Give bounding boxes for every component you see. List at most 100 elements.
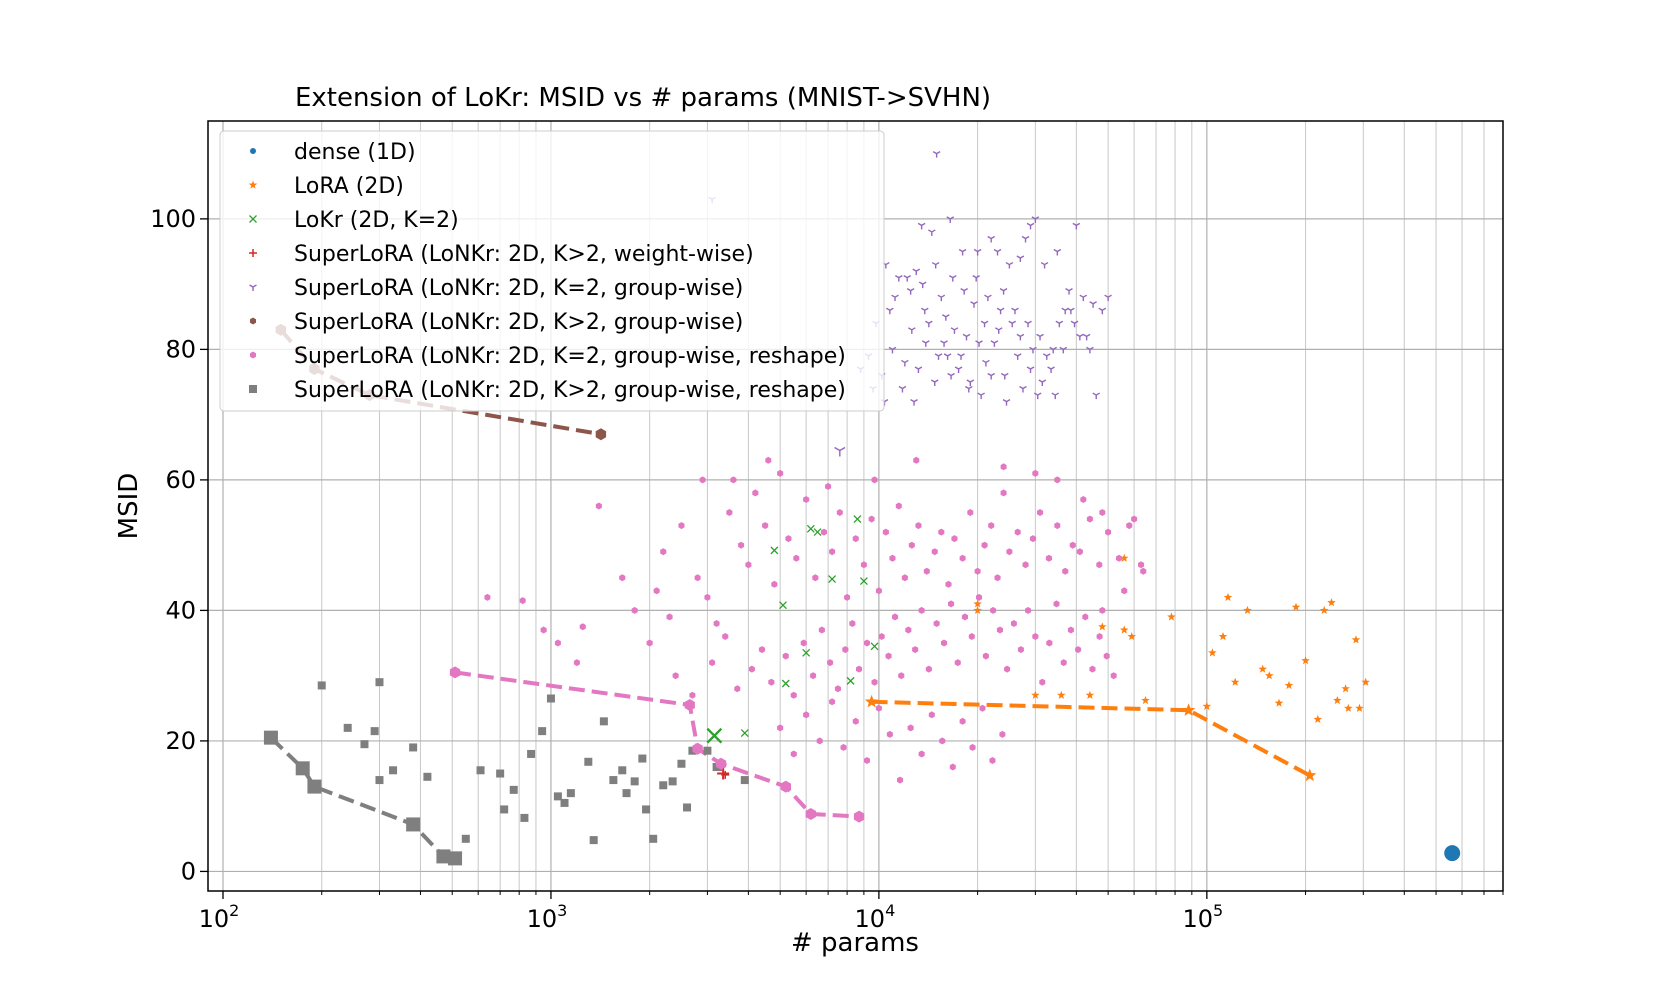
legend-label: SuperLoRA (LoNKr: 2D, K>2, group-wise)	[294, 310, 743, 335]
data-point	[1053, 600, 1060, 608]
data-point	[945, 580, 952, 588]
data-point	[810, 672, 817, 680]
frontier-point	[717, 767, 730, 780]
data-point	[1103, 652, 1110, 660]
x-tick-label: 104	[855, 901, 896, 933]
data-point	[973, 599, 982, 608]
data-point	[846, 676, 855, 685]
data-point	[375, 678, 384, 687]
legend-label: dense (1D)	[294, 140, 416, 165]
data-point	[1013, 353, 1022, 360]
data-point	[802, 648, 811, 657]
data-point	[1047, 366, 1055, 373]
data-point	[917, 222, 926, 230]
data-point	[1230, 677, 1240, 686]
y-tick-label: 100	[150, 205, 196, 233]
data-point	[770, 546, 779, 555]
frontier-point	[805, 808, 816, 820]
data-point	[1000, 489, 1007, 497]
data-point	[740, 776, 749, 785]
data-point	[930, 379, 939, 387]
data-point	[785, 535, 792, 543]
data-point	[1024, 320, 1032, 328]
data-point	[816, 737, 823, 745]
data-point	[923, 567, 930, 575]
frontier-point	[448, 851, 463, 866]
data-point	[980, 320, 989, 328]
legend-box	[219, 130, 885, 412]
data-point	[790, 691, 797, 699]
data-point	[540, 626, 547, 634]
frontier-point	[715, 757, 727, 770]
data-point	[1089, 301, 1097, 308]
data-point	[1029, 346, 1037, 354]
data-point	[1319, 605, 1329, 614]
data-point	[1051, 392, 1060, 400]
data-point	[1131, 515, 1138, 523]
data-point	[800, 639, 807, 647]
data-point	[1040, 261, 1049, 269]
frontier-line	[871, 699, 1311, 778]
data-point	[1049, 346, 1058, 354]
x-tick-base: 10	[527, 905, 558, 933]
data-point	[1140, 567, 1147, 575]
data-point	[630, 777, 639, 786]
data-point	[1011, 307, 1019, 315]
data-point	[1223, 592, 1233, 601]
x-tick-base: 10	[1182, 905, 1213, 933]
y-tick-label: 0	[181, 857, 196, 885]
data-point	[918, 281, 927, 289]
data-point	[1120, 553, 1129, 562]
data-point	[903, 275, 912, 282]
frontier-point	[864, 694, 879, 708]
y-tick-label: 40	[165, 596, 196, 624]
data-point	[660, 548, 667, 556]
data-point	[933, 620, 940, 627]
data-point	[1344, 703, 1353, 712]
data-point	[722, 633, 729, 640]
chart-title: Extension of LoKr: MSID vs # params (MNI…	[295, 83, 991, 113]
x-tick-label: 105	[1182, 901, 1223, 933]
data-point	[1029, 535, 1036, 543]
data-point	[975, 340, 983, 347]
legend-marker	[248, 180, 258, 189]
data-point	[829, 698, 836, 706]
frontier-point	[307, 779, 322, 794]
data-point	[1082, 613, 1089, 621]
data-point	[908, 541, 915, 549]
data-point	[907, 327, 916, 334]
data-point	[317, 681, 326, 690]
data-point	[937, 294, 946, 302]
data-point	[546, 694, 555, 703]
legend-marker	[249, 284, 257, 291]
data-point	[968, 633, 975, 640]
data-point	[864, 757, 870, 764]
data-point	[875, 587, 882, 595]
data-point	[820, 528, 827, 536]
data-point	[1076, 548, 1083, 556]
data-point	[343, 723, 352, 732]
frontier-point	[1444, 845, 1461, 862]
x-tick-exponent: 3	[557, 901, 567, 920]
data-point	[852, 717, 859, 725]
frontier-point	[853, 810, 865, 823]
legend-marker	[250, 148, 256, 154]
data-point	[584, 757, 593, 766]
data-point	[853, 515, 862, 524]
data-point	[1019, 385, 1027, 393]
data-point	[939, 737, 946, 745]
data-point	[699, 476, 706, 484]
data-point	[1054, 522, 1061, 530]
data-point	[1355, 703, 1364, 712]
x-tick-label: 103	[527, 901, 568, 933]
data-point	[918, 750, 925, 758]
data-point	[925, 665, 932, 673]
data-point	[666, 613, 673, 621]
data-point	[646, 639, 653, 647]
data-point	[842, 646, 849, 654]
data-point	[996, 307, 1005, 315]
data-point	[860, 561, 867, 569]
y-tick-label: 60	[165, 466, 196, 494]
frontier-point	[1182, 703, 1196, 716]
data-point	[1218, 632, 1228, 641]
